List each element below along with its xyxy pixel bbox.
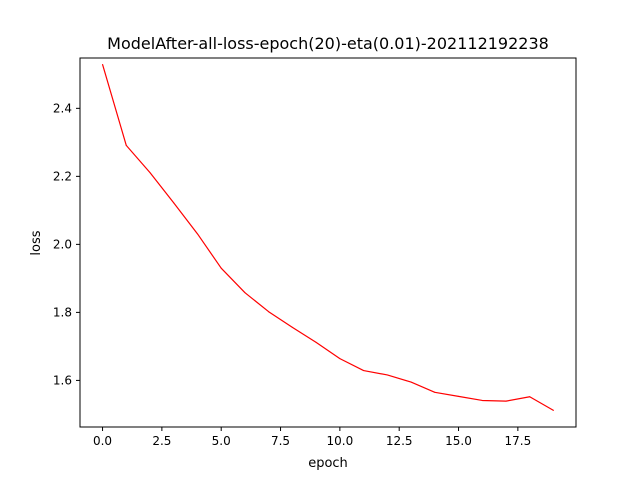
- y-tick-label: 1.6: [53, 373, 72, 387]
- data-point: [458, 395, 460, 397]
- x-axis: 0.0 2.5 5.0 7.5 10.0 12.5 15.0 17.5: [93, 427, 531, 448]
- data-point: [196, 233, 198, 235]
- chart-title: ModelAfter-all-loss-epoch(20)-eta(0.01)-…: [107, 34, 549, 53]
- data-point: [244, 292, 246, 294]
- data-point: [529, 396, 531, 398]
- data-point: [268, 311, 270, 313]
- x-tick-label: 10.0: [327, 434, 354, 448]
- y-tick-label: 2.0: [53, 237, 72, 251]
- x-tick-label: 2.5: [152, 434, 171, 448]
- data-point: [173, 202, 175, 204]
- x-tick-label: 17.5: [504, 434, 531, 448]
- x-tick-label: 15.0: [445, 434, 472, 448]
- data-point: [552, 409, 554, 411]
- data-point: [149, 172, 151, 174]
- plot-frame: [79, 57, 577, 428]
- x-axis-label: epoch: [308, 456, 348, 471]
- x-tick-label: 0.0: [93, 434, 112, 448]
- y-tick-label: 2.2: [53, 169, 72, 183]
- loss-series-line: [101, 64, 554, 411]
- data-point: [363, 370, 365, 372]
- data-point: [505, 400, 507, 402]
- data-point: [434, 391, 436, 393]
- data-point: [410, 381, 412, 383]
- y-tick-label: 2.4: [53, 101, 72, 115]
- data-point: [125, 144, 127, 146]
- y-tick-label: 1.8: [53, 305, 72, 319]
- data-point: [386, 374, 388, 376]
- data-point: [481, 399, 483, 401]
- data-point: [102, 63, 104, 65]
- y-axis: 1.6 1.8 2.0 2.2 2.4: [53, 101, 80, 387]
- plot-area: [101, 63, 554, 411]
- y-axis-label: loss: [29, 230, 44, 255]
- data-point: [315, 341, 317, 343]
- data-point: [339, 358, 341, 360]
- x-tick-label: 5.0: [212, 434, 231, 448]
- x-tick-label: 12.5: [386, 434, 413, 448]
- x-tick-label: 7.5: [271, 434, 290, 448]
- data-point: [220, 267, 222, 269]
- data-point: [291, 326, 293, 328]
